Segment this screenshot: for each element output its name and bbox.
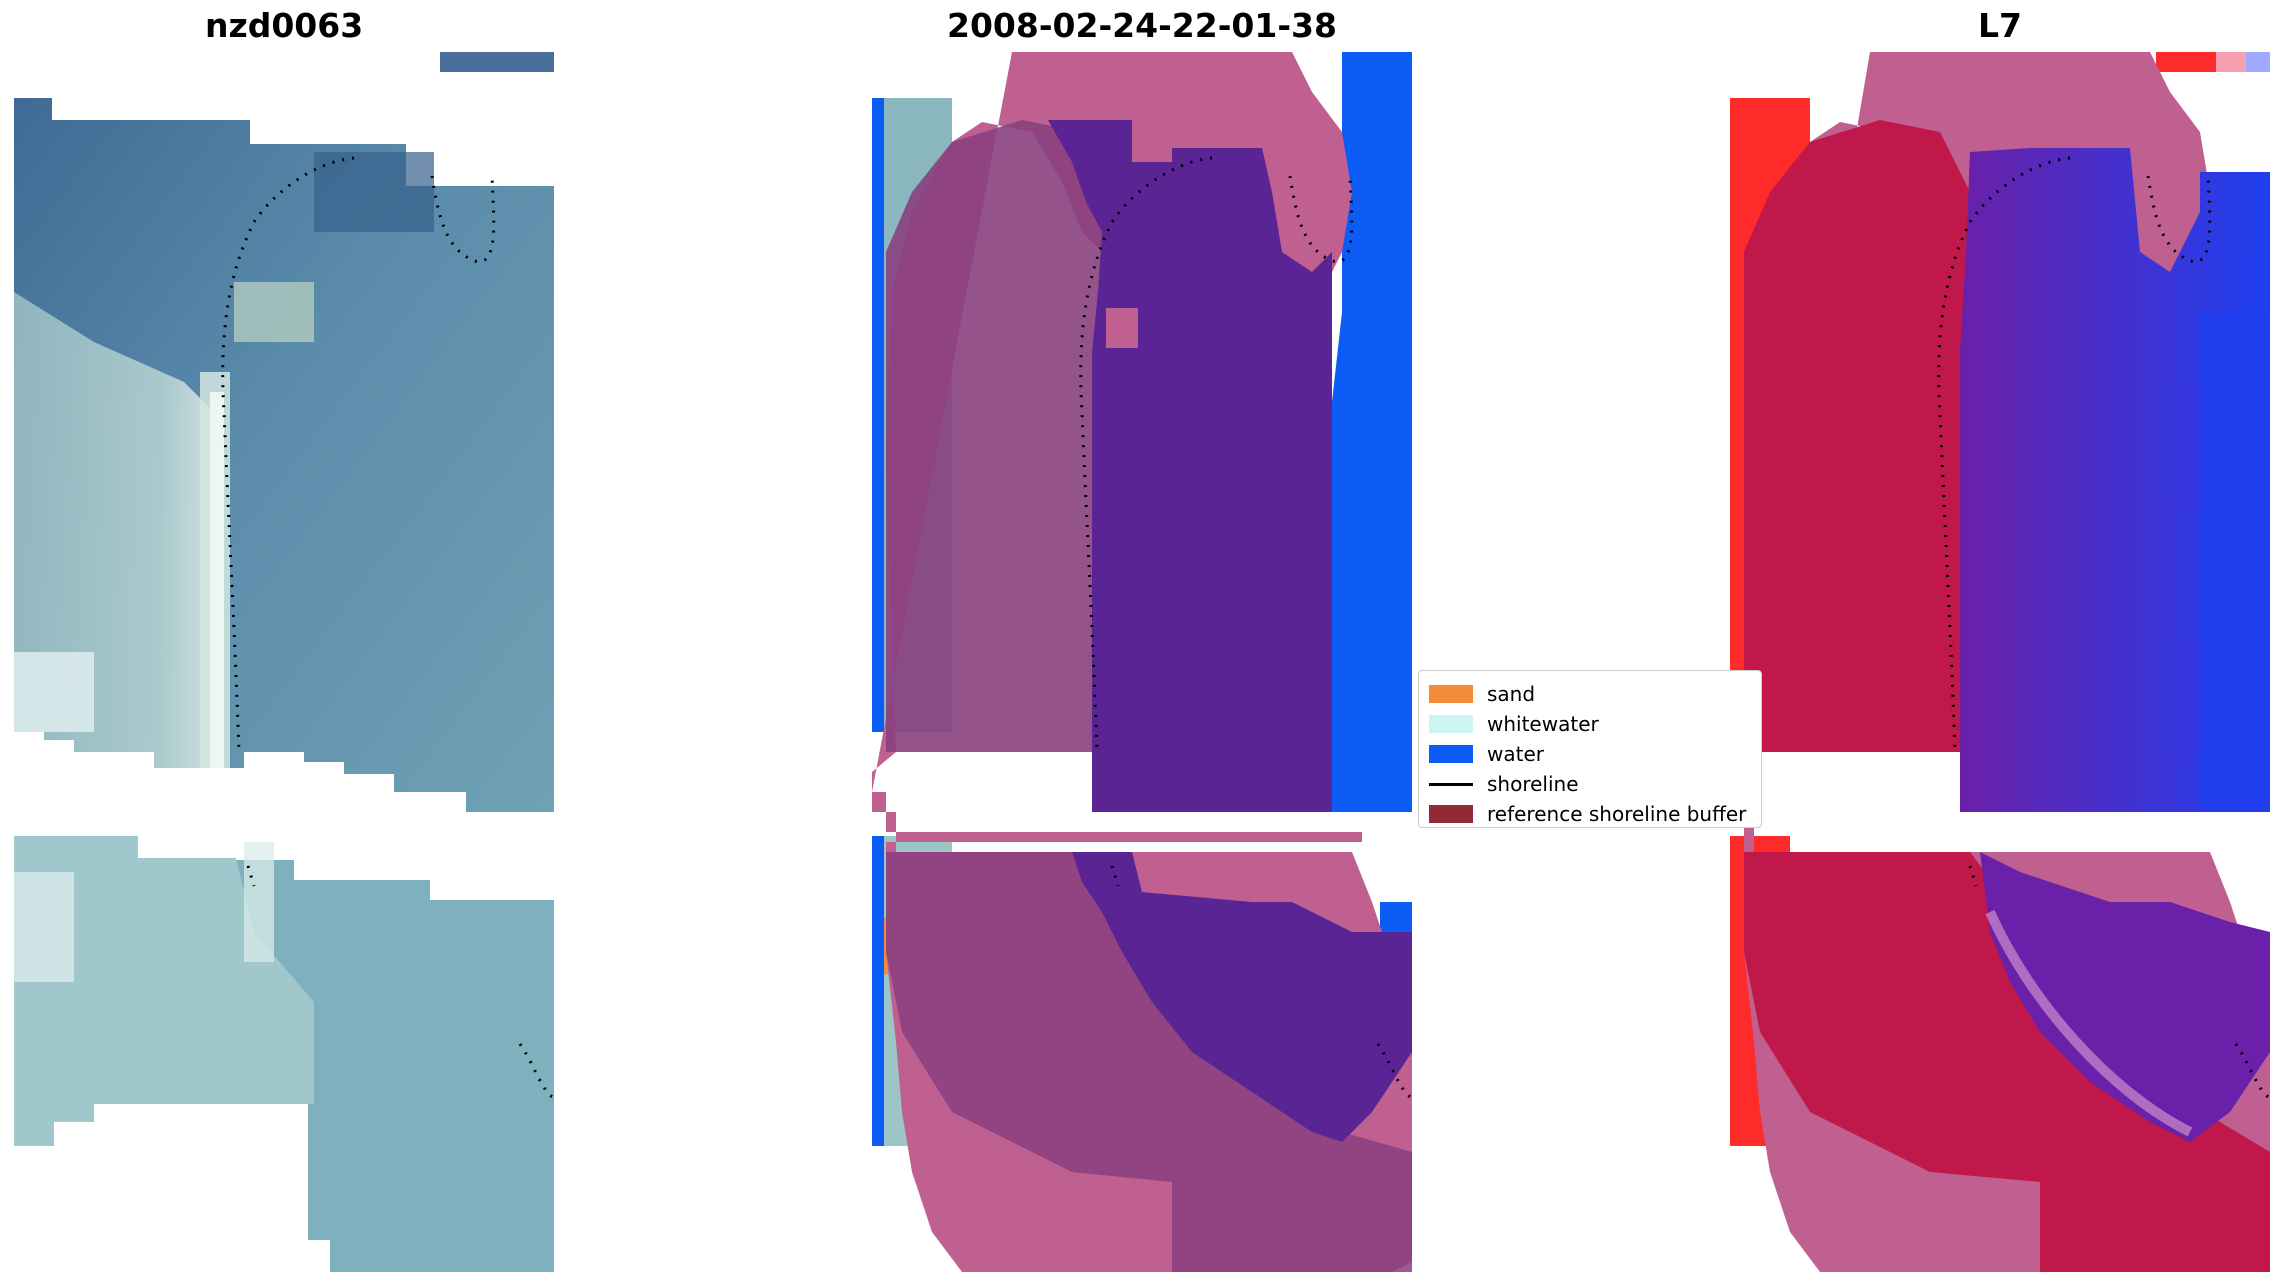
rgb-image-panel	[14, 52, 554, 1272]
legend: sand whitewater water shoreline referenc…	[1418, 670, 1762, 828]
rgb-image	[14, 52, 554, 1272]
legend-swatch-sand	[1429, 685, 1473, 703]
legend-item-reference-buffer: reference shoreline buffer	[1429, 799, 1751, 829]
panel-title-sensor: L7	[1978, 6, 2022, 45]
legend-item-shoreline: shoreline	[1429, 769, 1751, 799]
legend-label-reference-buffer: reference shoreline buffer	[1487, 802, 1747, 826]
legend-label-whitewater: whitewater	[1487, 712, 1599, 736]
legend-swatch-whitewater	[1429, 715, 1473, 733]
legend-label-shoreline: shoreline	[1487, 772, 1579, 796]
classified-image-panel	[872, 52, 1412, 1272]
legend-item-water: water	[1429, 739, 1751, 769]
legend-item-sand: sand	[1429, 679, 1751, 709]
sensor-image-panel	[1730, 52, 2270, 1272]
classified-image	[872, 52, 1412, 1272]
legend-swatch-water	[1429, 745, 1473, 763]
legend-label-sand: sand	[1487, 682, 1536, 706]
panel-title-rgb: nzd0063	[205, 6, 364, 45]
panel-title-classified: 2008-02-24-22-01-38	[947, 6, 1337, 45]
legend-swatch-reference-buffer	[1429, 805, 1473, 823]
legend-label-water: water	[1487, 742, 1544, 766]
sensor-image	[1730, 52, 2270, 1272]
legend-swatch-shoreline	[1429, 782, 1473, 786]
legend-item-whitewater: whitewater	[1429, 709, 1751, 739]
